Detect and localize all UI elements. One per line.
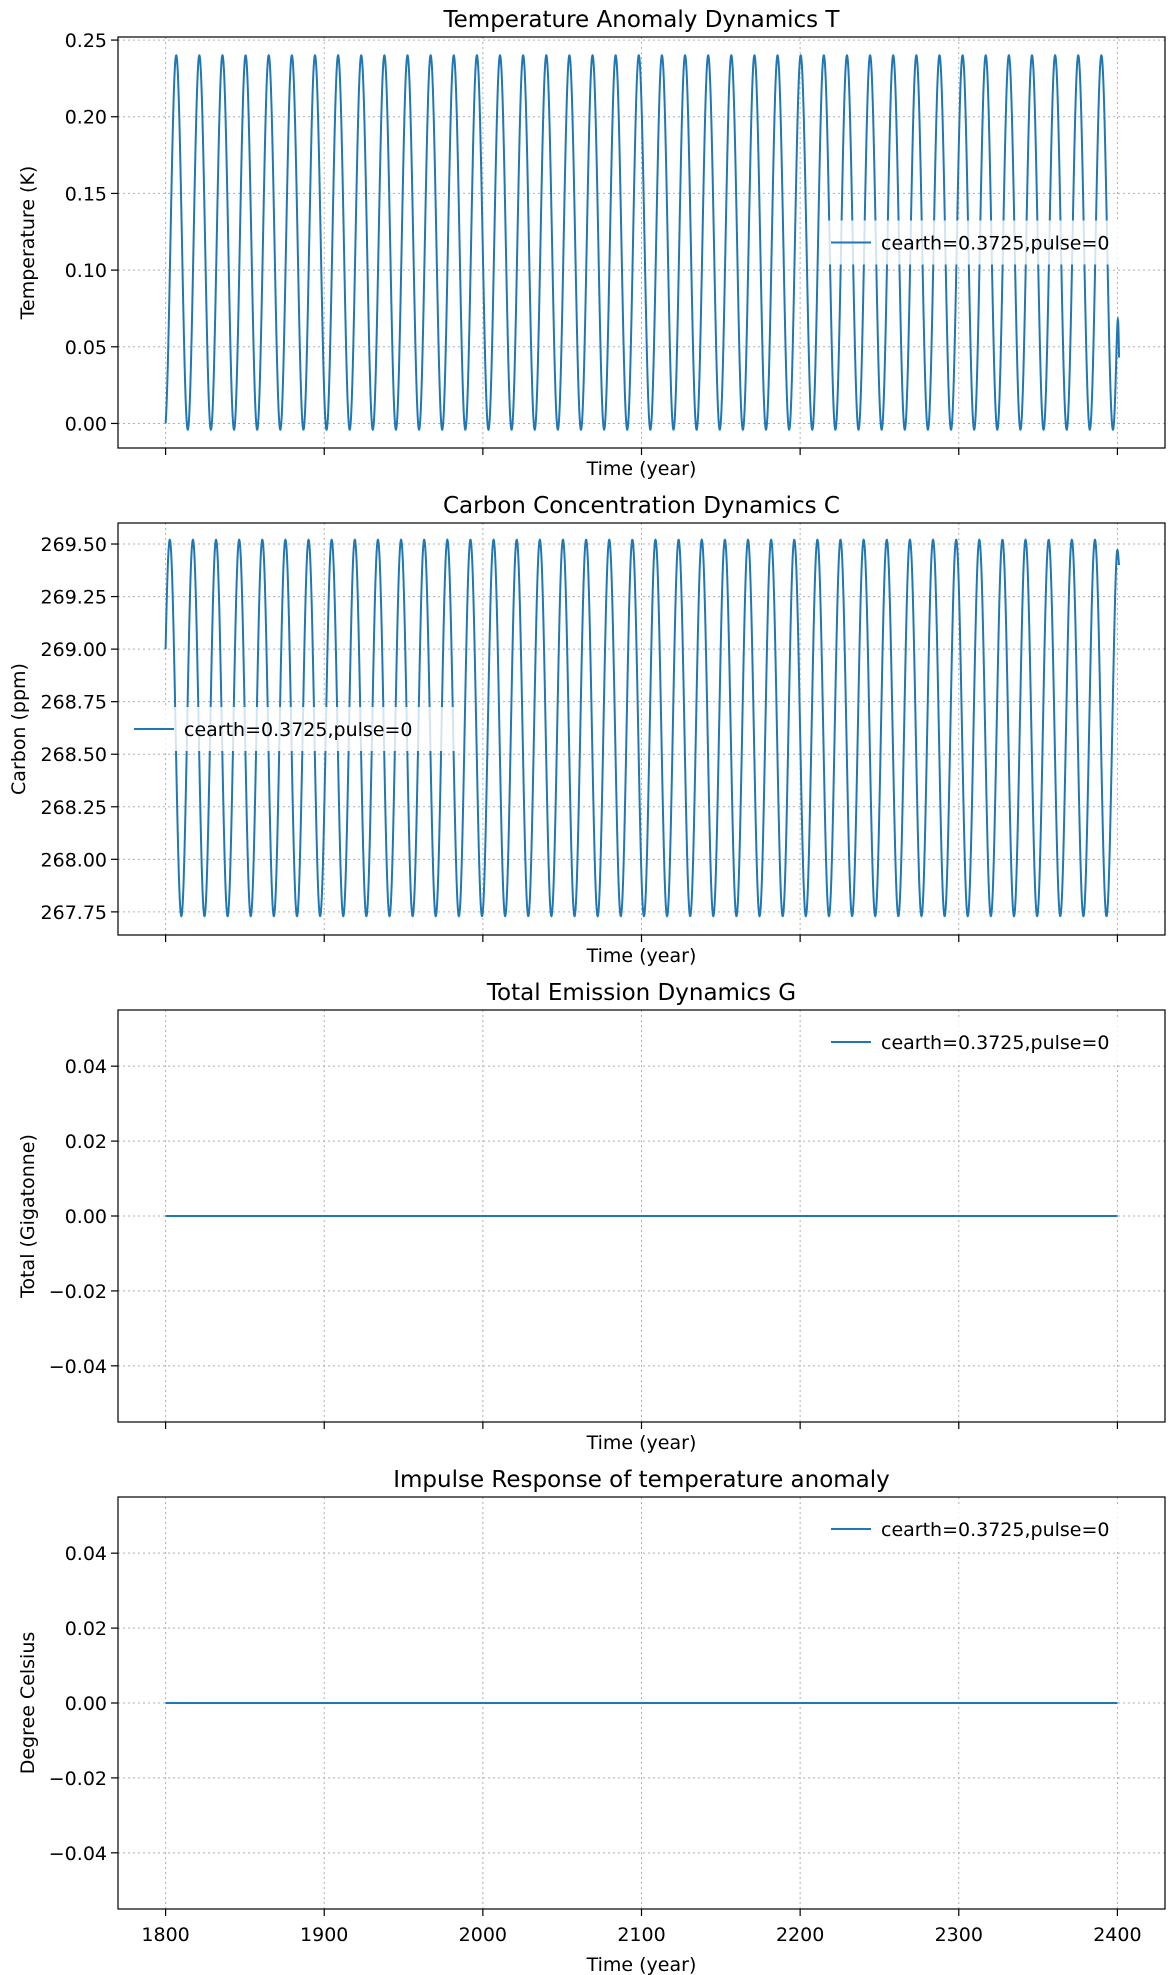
legend: cearth=0.3725,pulse=0: [823, 220, 1157, 265]
chart-title: Temperature Anomaly Dynamics T: [443, 7, 841, 33]
chart-title: Impulse Response of temperature anomaly: [393, 1467, 890, 1493]
y-tick-label: 0.00: [65, 1693, 107, 1715]
legend-box: [823, 1507, 1157, 1551]
x-tick-label: 2300: [935, 1924, 983, 1946]
subplot-impulse: Impulse Response of temperature anomaly …: [17, 1467, 1166, 1975]
y-axis-label: Degree Celsius: [17, 1632, 39, 1775]
subplot-emission: Total Emission Dynamics G Time (year) To…: [17, 980, 1166, 1454]
y-tick-label: 0.04: [65, 1056, 107, 1078]
y-tick-label: 267.75: [41, 902, 107, 924]
x-tick-label: 2200: [776, 1924, 824, 1946]
y-tick-label: −0.02: [49, 1281, 107, 1303]
x-tick-label: 1900: [300, 1924, 348, 1946]
legend: cearth=0.3725,pulse=0: [823, 1507, 1157, 1551]
subplot-temperature: Temperature Anomaly Dynamics T Time (yea…: [17, 7, 1166, 480]
legend-box: [823, 1020, 1157, 1064]
y-tick-label: 0.00: [65, 1206, 107, 1228]
y-tick-label: 268.00: [41, 849, 107, 871]
chart-title: Total Emission Dynamics G: [486, 980, 796, 1006]
y-tick-label: 268.50: [41, 744, 107, 766]
x-tick-label: 1800: [141, 1924, 189, 1946]
y-tick-label: 0.02: [65, 1131, 107, 1153]
y-axis-label: Total (Gigatonne): [17, 1134, 39, 1299]
y-tick-label: 0.00: [65, 413, 107, 435]
x-tick-label: 2400: [1093, 1924, 1141, 1946]
y-tick-label: 268.75: [41, 692, 107, 714]
y-tick-label: 268.25: [41, 797, 107, 819]
y-tick-label: −0.04: [49, 1843, 107, 1865]
legend-label: cearth=0.3725,pulse=0: [881, 1519, 1110, 1541]
y-tick-label: 0.04: [65, 1543, 107, 1565]
x-axis-label: Time (year): [586, 1432, 697, 1454]
y-tick-label: −0.04: [49, 1356, 107, 1378]
y-axis-label: Temperature (K): [17, 166, 39, 321]
x-axis-label: Time (year): [586, 1954, 697, 1975]
y-tick-label: 269.00: [41, 639, 107, 661]
legend-label: cearth=0.3725,pulse=0: [881, 233, 1110, 255]
x-axis-label: Time (year): [586, 458, 697, 480]
y-tick-label: 0.15: [65, 183, 107, 205]
y-tick-label: −0.02: [49, 1768, 107, 1790]
y-tick-label: 0.10: [65, 260, 107, 282]
y-tick-label: 0.02: [65, 1618, 107, 1640]
x-axis-label: Time (year): [586, 945, 697, 967]
chart-title: Carbon Concentration Dynamics C: [443, 493, 840, 519]
legend: cearth=0.3725,pulse=0: [823, 1020, 1157, 1064]
y-tick-label: 269.25: [41, 587, 107, 609]
legend-box: [823, 220, 1157, 265]
subplot-carbon: Carbon Concentration Dynamics C Time (ye…: [8, 493, 1166, 967]
legend-label: cearth=0.3725,pulse=0: [881, 1032, 1110, 1054]
legend-label: cearth=0.3725,pulse=0: [184, 719, 413, 741]
x-tick-label: 2000: [459, 1924, 507, 1946]
legend-box: [126, 707, 460, 751]
legend: cearth=0.3725,pulse=0: [126, 707, 460, 751]
series-line: [164, 53, 1120, 432]
y-tick-label: 269.50: [41, 534, 107, 556]
x-tick-label: 2100: [617, 1924, 665, 1946]
series-line: [164, 538, 1120, 918]
y-tick-label: 0.20: [65, 107, 107, 129]
y-tick-label: 0.05: [65, 337, 107, 359]
y-tick-label: 0.25: [65, 30, 107, 52]
y-axis-label: Carbon (ppm): [8, 663, 30, 795]
